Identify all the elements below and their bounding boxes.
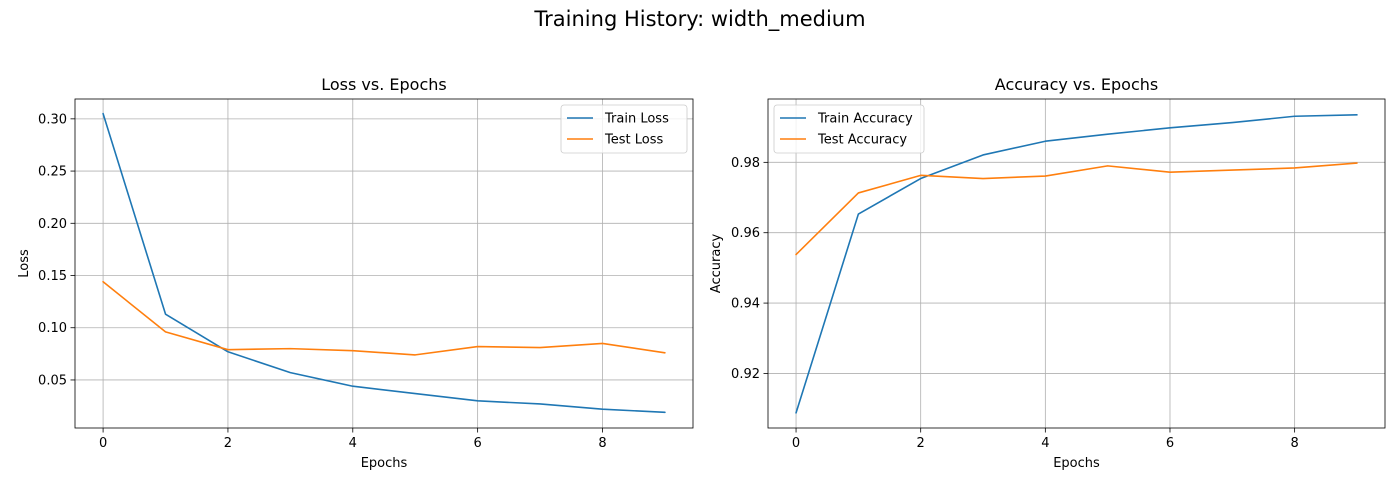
legend-label: Test Loss [604, 133, 663, 148]
chart-title: Accuracy vs. Epochs [995, 75, 1158, 94]
loss-chart: 0 2 4 6 8 0.05 0.10 0.15 0.20 0.25 0.30 Loss vs. Ep… [17, 75, 694, 471]
y-tick-label: 0.25 [38, 165, 67, 180]
legend-box [773, 104, 925, 154]
axes-frame [74, 98, 694, 429]
y-tick-label: 0.98 [731, 156, 760, 171]
legend: Train Accuracy Test Accuracy [773, 104, 925, 154]
legend-label: Test Accuracy [817, 133, 907, 148]
y-tick-label: 0.10 [38, 321, 67, 336]
x-tick-label: 2 [917, 436, 925, 451]
x-tick-label: 8 [1290, 436, 1298, 451]
x-tick-label: 0 [792, 436, 800, 451]
legend-label: Train Loss [604, 112, 669, 127]
y-tick-label: 0.05 [38, 373, 67, 388]
x-axis-label: Epochs [361, 456, 408, 471]
y-axis-label: Accuracy [709, 234, 724, 294]
axes-frame [767, 98, 1386, 429]
y-tick-label: 0.20 [38, 217, 67, 232]
x-tick-label: 2 [224, 436, 232, 451]
x-tick-label: 8 [598, 436, 606, 451]
series-line-train [795, 114, 1358, 414]
legend-label: Train Accuracy [817, 112, 913, 127]
figure-suptitle: Training History: width_medium [533, 7, 865, 32]
x-tick-label: 0 [99, 436, 107, 451]
y-tick-label: 0.92 [731, 367, 760, 382]
legend-box [560, 104, 688, 154]
y-axis-label: Loss [17, 249, 32, 278]
y-tick-label: 0.30 [38, 112, 67, 127]
y-tick-label: 0.96 [731, 226, 760, 241]
legend: Train Loss Test Loss [560, 104, 688, 154]
x-tick-label: 6 [1166, 436, 1174, 451]
x-axis-label: Epochs [1053, 456, 1100, 471]
accuracy-chart: 0 2 4 6 8 0.92 0.94 0.96 0.98 Accuracy vs. Epochs… [709, 75, 1386, 471]
y-tick-label: 0.94 [731, 297, 760, 312]
series-line-test [102, 280, 666, 356]
chart-title: Loss vs. Epochs [321, 75, 446, 94]
y-tick-label: 0.15 [38, 269, 67, 284]
x-tick-label: 6 [473, 436, 481, 451]
series-line-train [102, 112, 666, 414]
x-tick-label: 4 [1041, 436, 1049, 451]
series-line-test [795, 162, 1358, 256]
x-tick-label: 4 [349, 436, 357, 451]
